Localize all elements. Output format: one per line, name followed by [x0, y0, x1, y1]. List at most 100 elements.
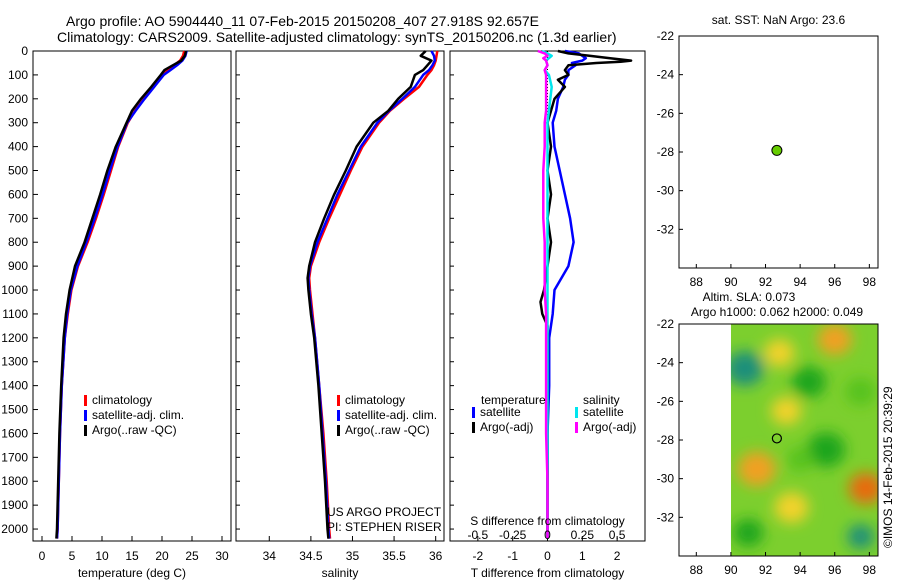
sst-map-x-tick-label: 98 — [863, 275, 877, 289]
sla-title-line1: Altim. SLA: 0.073 — [703, 290, 796, 304]
sla-heatmap — [730, 324, 878, 556]
depth-tick-label: 100 — [8, 68, 28, 82]
sla-blob — [845, 377, 876, 406]
x-tick-label: 20 — [155, 549, 169, 563]
temperature-legend-label: satellite-adj. clim. — [92, 408, 184, 422]
diff-salinity-legend-label: Argo(-adj) — [583, 420, 636, 434]
depth-tick-label: 800 — [8, 235, 28, 249]
diff-salinity-legend-label: satellite — [583, 405, 624, 419]
x-tick-label: -2 — [473, 549, 484, 563]
top-tick-label: 0 — [544, 528, 551, 542]
x-tick-label: 1 — [579, 549, 586, 563]
temperature-legend-label: climatology — [92, 393, 152, 407]
project-annotation: US ARGO PROJECT — [327, 505, 442, 519]
depth-tick-label: 2000 — [1, 522, 28, 536]
depth-tick-label: 1800 — [1, 474, 28, 488]
salinity-axis-label: salinity — [322, 566, 359, 580]
sla-blob — [737, 451, 776, 487]
depth-tick-label: 1000 — [1, 283, 28, 297]
depth-tick-label: 1500 — [1, 403, 28, 417]
sla-map-y-tick-label: -30 — [657, 472, 675, 486]
sla-map-x-tick-label: 88 — [690, 563, 704, 577]
depth-tick-label: 400 — [8, 140, 28, 154]
depth-tick-label: 1400 — [1, 379, 28, 393]
temperature-legend-swatch — [84, 410, 87, 421]
sla-blob — [817, 324, 852, 356]
diff-temperature-legend-label: satellite — [480, 405, 521, 419]
x-tick-label: 10 — [95, 549, 109, 563]
temperature-line-satellite — [55, 50, 188, 539]
salinity-legend-label: climatology — [345, 393, 405, 407]
sla-map-y-tick-label: -22 — [657, 317, 675, 331]
x-tick-label: 15 — [125, 549, 139, 563]
salinity-line-argo — [306, 50, 433, 539]
figure-title-line2: Climatology: CARS2009. Satellite-adjuste… — [57, 29, 617, 45]
temperature-legend-swatch — [84, 425, 87, 436]
copyright-stamp: ©IMOS 14-Feb-2015 20:39:29 — [881, 386, 895, 548]
sla-map-x-tick-label: 90 — [724, 563, 738, 577]
diff-salinity-legend-swatch — [575, 407, 578, 418]
temperature-axis-label: temperature (deg C) — [78, 566, 186, 580]
salinity-legend-swatch — [337, 395, 340, 406]
diff-temperature-legend-swatch — [472, 407, 475, 418]
depth-tick-label: 1200 — [1, 331, 28, 345]
x-tick-label: 36 — [429, 549, 443, 563]
figure-title-line1: Argo profile: AO 5904440_11 07-Feb-2015 … — [66, 13, 540, 29]
diff-salinity-legend-swatch — [575, 422, 578, 433]
temperature-panel-frame — [32, 50, 232, 542]
argo-position-marker — [771, 144, 783, 156]
sla-blobs — [730, 324, 878, 549]
salinity-legend-label: satellite-adj. clim. — [345, 408, 437, 422]
salinity-legend-label: Argo(..raw -QC) — [345, 423, 430, 437]
depth-tick-label: 1300 — [1, 355, 28, 369]
depth-tick-label: 1900 — [1, 498, 28, 512]
depth-tick-label: 200 — [8, 92, 28, 106]
sla-blob — [764, 339, 795, 367]
sst-map-y-tick-label: -24 — [657, 68, 675, 82]
temperature-line-climatology — [55, 50, 186, 539]
temperature-legend-label: Argo(..raw -QC) — [92, 423, 177, 437]
diff-temperature-legend-swatch — [472, 422, 475, 433]
sla-blob — [791, 366, 826, 398]
depth-tick-label: 1700 — [1, 450, 28, 464]
x-tick-label: 35 — [346, 549, 360, 563]
sla-blob — [786, 447, 814, 472]
x-tick-label: 5 — [69, 549, 76, 563]
x-tick-label: -1 — [507, 549, 518, 563]
sla-argo-position-marker — [771, 433, 782, 444]
sla-map-y-tick-label: -28 — [657, 433, 675, 447]
depth-tick-label: 300 — [8, 116, 28, 130]
sst-map-x-tick-label: 88 — [690, 275, 704, 289]
difference-line-sal_argo — [537, 49, 549, 539]
sla-blob — [848, 472, 878, 504]
depth-tick-label: 1100 — [2, 307, 28, 321]
sla-map-x-tick-label: 94 — [793, 563, 807, 577]
sla-title-line2: Argo h1000: 0.062 h2000: 0.049 — [691, 305, 863, 319]
temperature-legend-title: temperature — [481, 393, 546, 407]
difference-axis-label: T difference from climatology — [471, 566, 625, 580]
sst-map-y-tick-label: -28 — [657, 145, 675, 159]
sst-map-x-tick-label: 90 — [724, 275, 738, 289]
sst-map-y-tick-label: -30 — [657, 184, 675, 198]
x-tick-label: 2 — [614, 549, 621, 563]
sst-map-y-tick-label: -26 — [657, 106, 675, 120]
x-tick-label: 34.5 — [299, 549, 323, 563]
depth-tick-label: 900 — [8, 259, 28, 273]
sla-map-x-tick-label: 98 — [863, 563, 877, 577]
x-tick-label: 0 — [39, 549, 46, 563]
top-tick-label: 0.5 — [609, 528, 626, 542]
depth-tick-label: 0 — [21, 44, 28, 58]
depth-tick-label: 700 — [8, 211, 28, 225]
sst-map-title: sat. SST: NaN Argo: 23.6 — [712, 13, 846, 27]
salinity-legend-title: salinity — [583, 393, 620, 407]
sla-map-y-tick-label: -32 — [657, 510, 675, 524]
difference-top-label: S difference from climatology — [470, 514, 625, 528]
salinity-legend-swatch — [337, 410, 340, 421]
sst-map-x-tick-label: 94 — [793, 275, 807, 289]
sla-blob — [732, 518, 764, 547]
sst-map-y-tick-label: -22 — [657, 29, 675, 43]
temperature-legend-swatch — [84, 395, 87, 406]
sla-map-x-tick-label: 92 — [759, 563, 773, 577]
sst-map-x-tick-label: 92 — [759, 275, 773, 289]
sst-map-y-tick-label: -32 — [657, 222, 675, 236]
